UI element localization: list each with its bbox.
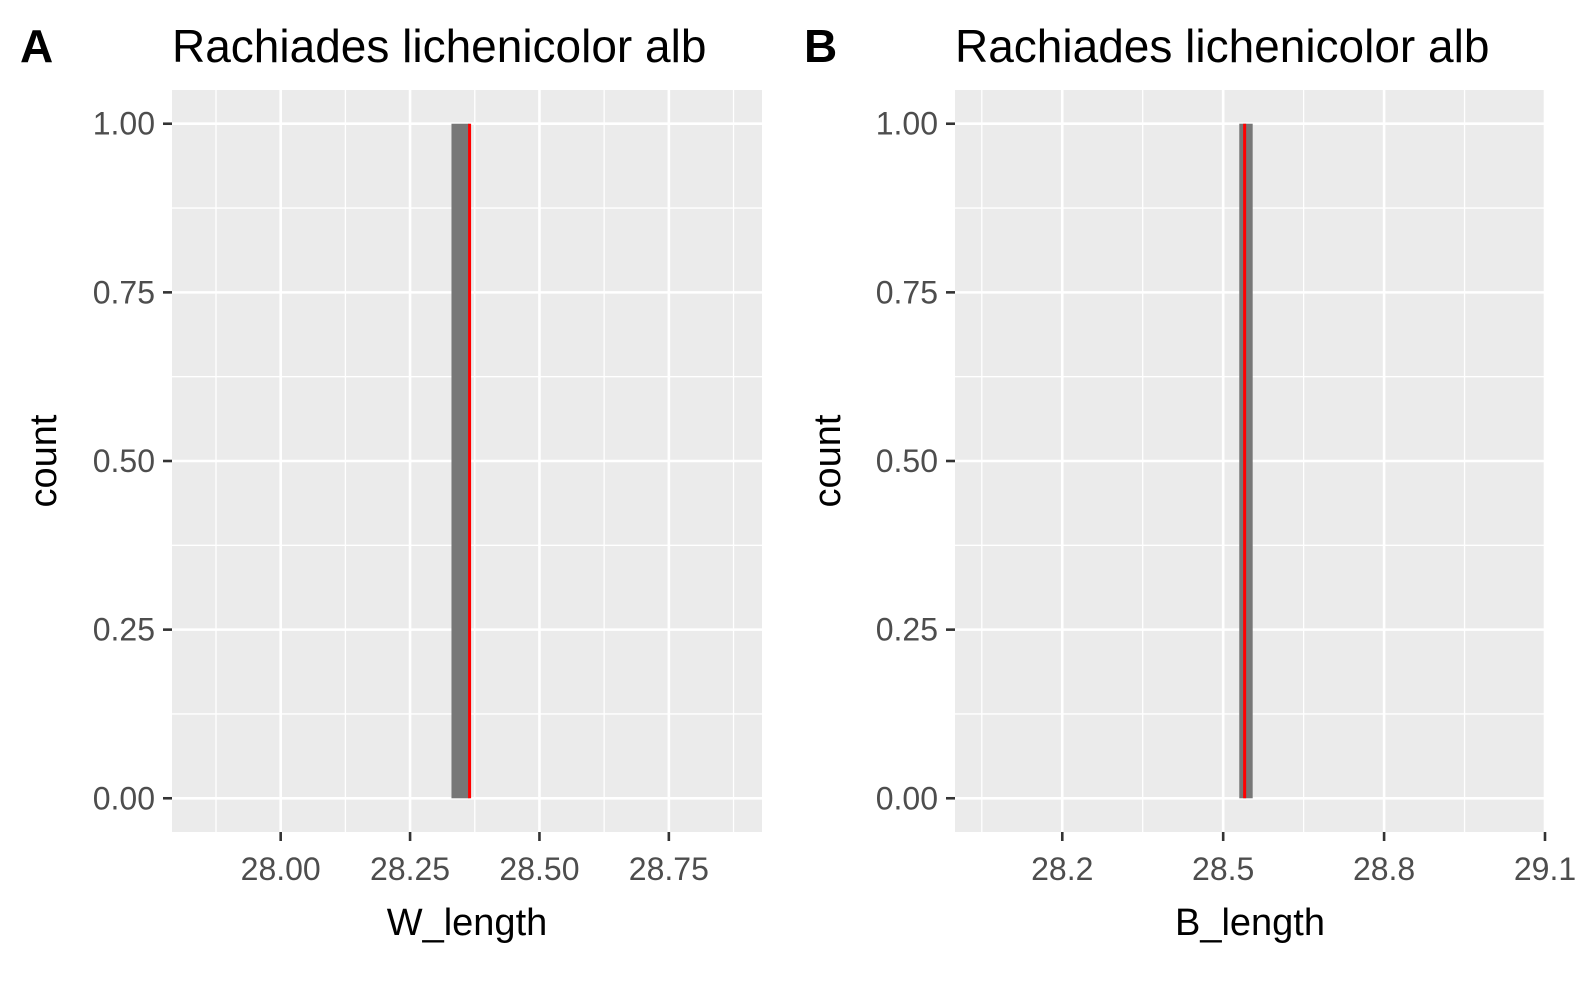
y-tick-label-a: 0.75 bbox=[93, 274, 155, 310]
y-axis-label-b: count bbox=[807, 414, 849, 507]
bars-a bbox=[451, 123, 470, 799]
x-axis-b: 28.2 28.5 28.8 29.1 bbox=[1031, 832, 1576, 887]
y-tick-label-a: 1.00 bbox=[93, 106, 155, 142]
y-tick-label-b: 0.00 bbox=[876, 780, 938, 816]
y-axis-b: 0.00 0.25 0.50 0.75 1.00 bbox=[876, 106, 955, 816]
y-tick-label-a: 0.50 bbox=[93, 443, 155, 479]
y-tick-label-b: 0.50 bbox=[876, 443, 938, 479]
x-tick-label-b: 28.5 bbox=[1192, 851, 1254, 887]
y-axis-label-a: count bbox=[23, 414, 65, 507]
y-tick-label-b: 0.25 bbox=[876, 612, 938, 648]
x-axis-label-a: W_length bbox=[387, 902, 548, 944]
y-tick-label-a: 0.25 bbox=[93, 612, 155, 648]
histogram-bar-a bbox=[451, 123, 470, 799]
x-tick-label-a: 28.25 bbox=[370, 851, 450, 887]
x-tick-label-a: 28.75 bbox=[629, 851, 709, 887]
panel-title-b: Rachiades lichenicolor alb bbox=[955, 20, 1489, 72]
y-tick-label-b: 1.00 bbox=[876, 106, 938, 142]
x-axis-label-b: B_length bbox=[1175, 902, 1325, 944]
panel-title-a: Rachiades lichenicolor alb bbox=[172, 20, 706, 72]
y-axis-a: 0.00 0.25 0.50 0.75 1.00 bbox=[93, 106, 172, 816]
y-tick-label-a: 0.00 bbox=[93, 780, 155, 816]
x-axis-a: 28.00 28.25 28.50 28.75 bbox=[241, 832, 709, 887]
x-tick-label-b: 29.1 bbox=[1514, 851, 1576, 887]
panel-tag-b: B bbox=[804, 20, 837, 72]
x-tick-label-a: 28.50 bbox=[499, 851, 579, 887]
panel-b: B Rachiades lichenicolor alb 0.00 0.25 0.5… bbox=[804, 20, 1576, 944]
panel-a: A Rachiades lichenicolor alb 0.00 0.25 0.5… bbox=[20, 20, 762, 944]
panel-tag-a: A bbox=[20, 20, 53, 72]
title-clip-mask bbox=[783, 10, 805, 80]
y-tick-label-b: 0.75 bbox=[876, 274, 938, 310]
x-tick-label-b: 28.8 bbox=[1353, 851, 1415, 887]
x-tick-label-a: 28.00 bbox=[241, 851, 321, 887]
x-tick-label-b: 28.2 bbox=[1031, 851, 1093, 887]
